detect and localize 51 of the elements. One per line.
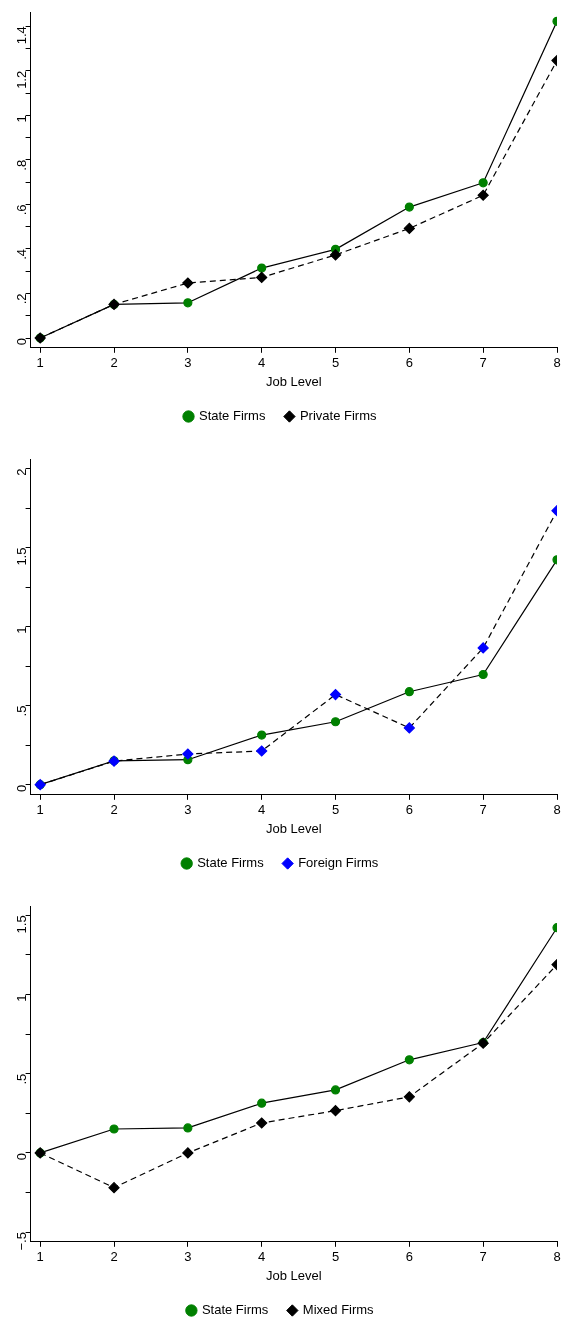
y-tick-label: 1	[14, 115, 30, 123]
y-tick-label: .6	[14, 204, 30, 216]
x-tick-label: 6	[405, 1249, 413, 1265]
x-axis-title: Job Level	[265, 1267, 322, 1283]
y-tick-label: 1.2	[14, 70, 30, 89]
legend-label: Foreign Firms	[298, 855, 379, 871]
x-tick-label: 1	[36, 1249, 44, 1265]
legend-label: Mixed Firms	[302, 1302, 375, 1318]
y-tick-label: .5	[14, 705, 30, 717]
x-tick-label: 1	[36, 802, 44, 818]
x-tick-label: 5	[331, 1249, 340, 1265]
y-tick-label: 1	[14, 994, 30, 1002]
y-tick-label: .4	[14, 248, 30, 260]
x-tick-label: 1	[36, 355, 44, 371]
x-tick-label: 4	[258, 355, 266, 371]
y-tick-label: 1.4	[14, 26, 30, 45]
y-tick-label: .8	[14, 159, 30, 171]
x-tick-label: 7	[479, 802, 487, 818]
x-tick-label: 8	[553, 1249, 561, 1265]
x-tick-label: 7	[479, 1249, 487, 1265]
x-tick-label: 8	[553, 355, 561, 371]
x-tick-label: 4	[258, 1249, 266, 1265]
y-tick-label: 0	[14, 1152, 30, 1161]
legend-label: State Firms	[197, 855, 265, 871]
x-tick-label: 3	[184, 355, 192, 371]
y-tick-label: .5	[14, 1073, 30, 1085]
legend-label: State Firms	[198, 408, 266, 424]
x-tick-label: 3	[184, 802, 192, 818]
x-tick-label: 5	[331, 802, 340, 818]
y-tick-label: 0	[14, 784, 30, 792]
legend-label: State Firms	[201, 1302, 269, 1318]
y-tick-label: .2	[14, 293, 30, 305]
x-axis-title: Job Level	[265, 373, 322, 389]
y-tick-label: 1	[14, 626, 30, 634]
x-tick-label: 6	[405, 802, 413, 818]
y-tick-label: 1.5	[14, 547, 30, 566]
x-tick-label: 2	[110, 1249, 118, 1265]
legend-label: Private Firms	[299, 408, 378, 424]
x-tick-label: 4	[258, 802, 266, 818]
y-tick-label: −.5	[14, 1232, 30, 1251]
x-axis-title: Job Level	[265, 820, 322, 836]
x-tick-label: 2	[110, 802, 118, 818]
x-tick-label: 2	[110, 355, 118, 371]
x-tick-label: 6	[405, 355, 413, 371]
y-tick-label: 1.5	[14, 915, 30, 934]
x-tick-label: 8	[553, 802, 561, 818]
x-tick-label: 7	[479, 355, 487, 371]
x-tick-label: 5	[331, 355, 340, 371]
x-tick-label: 3	[184, 1249, 192, 1265]
y-tick-label: 0	[14, 338, 30, 346]
y-tick-label: 2	[14, 468, 30, 476]
